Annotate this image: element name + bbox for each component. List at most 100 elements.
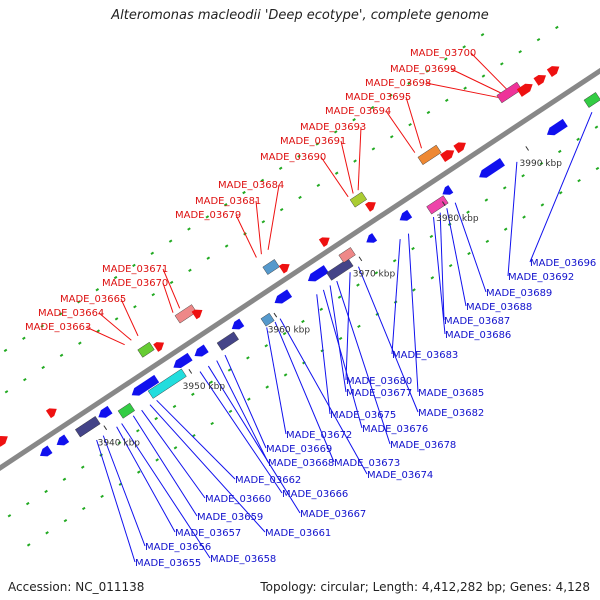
reverse-gene[interactable]	[583, 92, 600, 108]
forward-gene[interactable]	[153, 339, 166, 352]
forward-gene-label[interactable]: MADE_03671	[102, 264, 168, 275]
forward-gene[interactable]	[453, 139, 468, 154]
reverse-gene[interactable]	[147, 368, 187, 399]
reverse-gene-label[interactable]: MADE_03669	[266, 444, 332, 455]
reverse-gene-label[interactable]: MADE_03673	[334, 458, 400, 469]
reverse-gene-label[interactable]: MADE_03689	[486, 288, 552, 299]
forward-gene-label[interactable]: MADE_03664	[38, 308, 104, 319]
forward-gene[interactable]	[417, 144, 442, 166]
forward-gene-label[interactable]: MADE_03694	[325, 106, 391, 117]
reverse-gene-label[interactable]: MADE_03661	[265, 528, 331, 539]
reverse-gene-label[interactable]: MADE_03677	[346, 388, 412, 399]
forward-gene[interactable]	[137, 341, 155, 358]
reverse-gene[interactable]	[171, 352, 193, 372]
reverse-gene[interactable]	[544, 118, 568, 139]
forward-gene-label[interactable]: MADE_03693	[300, 122, 366, 133]
reverse-gene-label[interactable]: MADE_03674	[367, 470, 433, 481]
reverse-gene[interactable]	[129, 374, 160, 399]
reverse-gene[interactable]	[397, 209, 413, 224]
reverse-gene[interactable]	[364, 233, 378, 246]
forward-gene[interactable]	[191, 306, 205, 320]
forward-gene[interactable]	[0, 433, 10, 447]
forward-gene-label[interactable]: MADE_03700	[410, 48, 476, 59]
forward-gene[interactable]	[533, 72, 549, 86]
reverse-gene[interactable]	[305, 265, 329, 285]
reverse-gene-label[interactable]: MADE_03659	[197, 512, 263, 523]
reverse-gene-label[interactable]: MADE_03678	[390, 440, 456, 451]
reverse-gene[interactable]	[229, 318, 245, 333]
reverse-gene-label[interactable]: MADE_03680	[346, 376, 412, 387]
reverse-gene-label[interactable]: MADE_03682	[418, 408, 484, 419]
reverse-gene-label[interactable]: MADE_03696	[530, 258, 596, 269]
reverse-gene[interactable]	[192, 344, 209, 360]
guide-mark	[448, 263, 453, 268]
reverse-gene-label[interactable]: MADE_03660	[205, 494, 271, 505]
reverse-gene[interactable]	[426, 195, 449, 215]
reverse-gene-label[interactable]: MADE_03658	[210, 554, 276, 565]
reverse-gene[interactable]	[477, 158, 505, 181]
reverse-gene[interactable]	[75, 416, 101, 438]
reverse-gene[interactable]	[260, 312, 275, 327]
forward-gene-label[interactable]: MADE_03691	[280, 136, 346, 147]
guide-mark	[205, 215, 210, 219]
forward-gene[interactable]	[516, 80, 535, 97]
reverse-gene[interactable]	[326, 258, 354, 281]
reverse-gene-label[interactable]: MADE_03666	[282, 489, 348, 500]
reverse-gene-label[interactable]: MADE_03688	[466, 302, 532, 313]
guide-mark	[425, 69, 430, 73]
forward-gene-label[interactable]: MADE_03684	[218, 180, 284, 191]
forward-gene[interactable]	[45, 405, 59, 419]
forward-gene[interactable]	[174, 304, 197, 324]
reverse-gene-label[interactable]: MADE_03686	[445, 330, 511, 341]
reverse-gene-label[interactable]: MADE_03672	[286, 430, 352, 441]
reverse-gene[interactable]	[272, 289, 293, 306]
guide-mark	[356, 283, 360, 287]
reverse-gene-label[interactable]: MADE_03675	[330, 410, 396, 421]
reverse-gene[interactable]	[117, 402, 135, 419]
guide-mark	[59, 353, 64, 357]
forward-gene-label[interactable]: MADE_03663	[25, 322, 91, 333]
reverse-gene-label[interactable]: MADE_03668	[268, 458, 334, 469]
forward-gene[interactable]	[318, 234, 332, 248]
guide-mark	[188, 268, 192, 272]
forward-leader	[98, 312, 132, 341]
forward-gene-label[interactable]: MADE_03690	[260, 152, 326, 163]
reverse-gene-label[interactable]: MADE_03667	[300, 509, 366, 520]
guide-mark	[22, 336, 26, 340]
reverse-gene[interactable]	[216, 331, 239, 351]
guide-mark	[25, 501, 30, 506]
reverse-gene[interactable]	[338, 247, 356, 263]
forward-gene-label[interactable]: MADE_03679	[175, 210, 241, 221]
forward-gene[interactable]	[365, 199, 378, 212]
forward-gene[interactable]	[349, 191, 367, 208]
forward-gene[interactable]	[496, 81, 523, 104]
reverse-gene[interactable]	[440, 185, 454, 198]
forward-gene-label[interactable]: MADE_03698	[365, 78, 431, 89]
reverse-gene-label[interactable]: MADE_03676	[362, 424, 428, 435]
guide-mark	[467, 251, 471, 256]
reverse-leader	[507, 161, 518, 277]
reverse-gene-label[interactable]: MADE_03692	[508, 272, 574, 283]
forward-gene-label[interactable]: MADE_03695	[345, 92, 411, 103]
guide-mark	[283, 373, 288, 377]
reverse-gene-label[interactable]: MADE_03685	[418, 388, 484, 399]
reverse-gene[interactable]	[37, 445, 53, 460]
forward-gene-label[interactable]: MADE_03665	[60, 294, 126, 305]
reverse-gene-label[interactable]: MADE_03662	[235, 475, 301, 486]
forward-gene[interactable]	[262, 259, 280, 275]
forward-gene-label[interactable]: MADE_03699	[390, 64, 456, 75]
forward-leader	[340, 140, 354, 194]
reverse-gene[interactable]	[54, 434, 70, 449]
forward-gene-label[interactable]: MADE_03670	[102, 278, 168, 289]
guide-mark	[206, 256, 211, 260]
reverse-gene-label[interactable]: MADE_03657	[175, 528, 241, 539]
forward-gene[interactable]	[440, 147, 457, 163]
reverse-gene-label[interactable]: MADE_03687	[444, 316, 510, 327]
reverse-gene-label[interactable]: MADE_03655	[135, 558, 201, 569]
forward-gene-label[interactable]: MADE_03681	[195, 196, 261, 207]
reverse-gene[interactable]	[96, 405, 113, 421]
reverse-gene-label[interactable]: MADE_03656	[145, 542, 211, 553]
forward-gene[interactable]	[278, 261, 292, 274]
forward-gene[interactable]	[546, 63, 562, 77]
reverse-gene-label[interactable]: MADE_03683	[392, 350, 458, 361]
